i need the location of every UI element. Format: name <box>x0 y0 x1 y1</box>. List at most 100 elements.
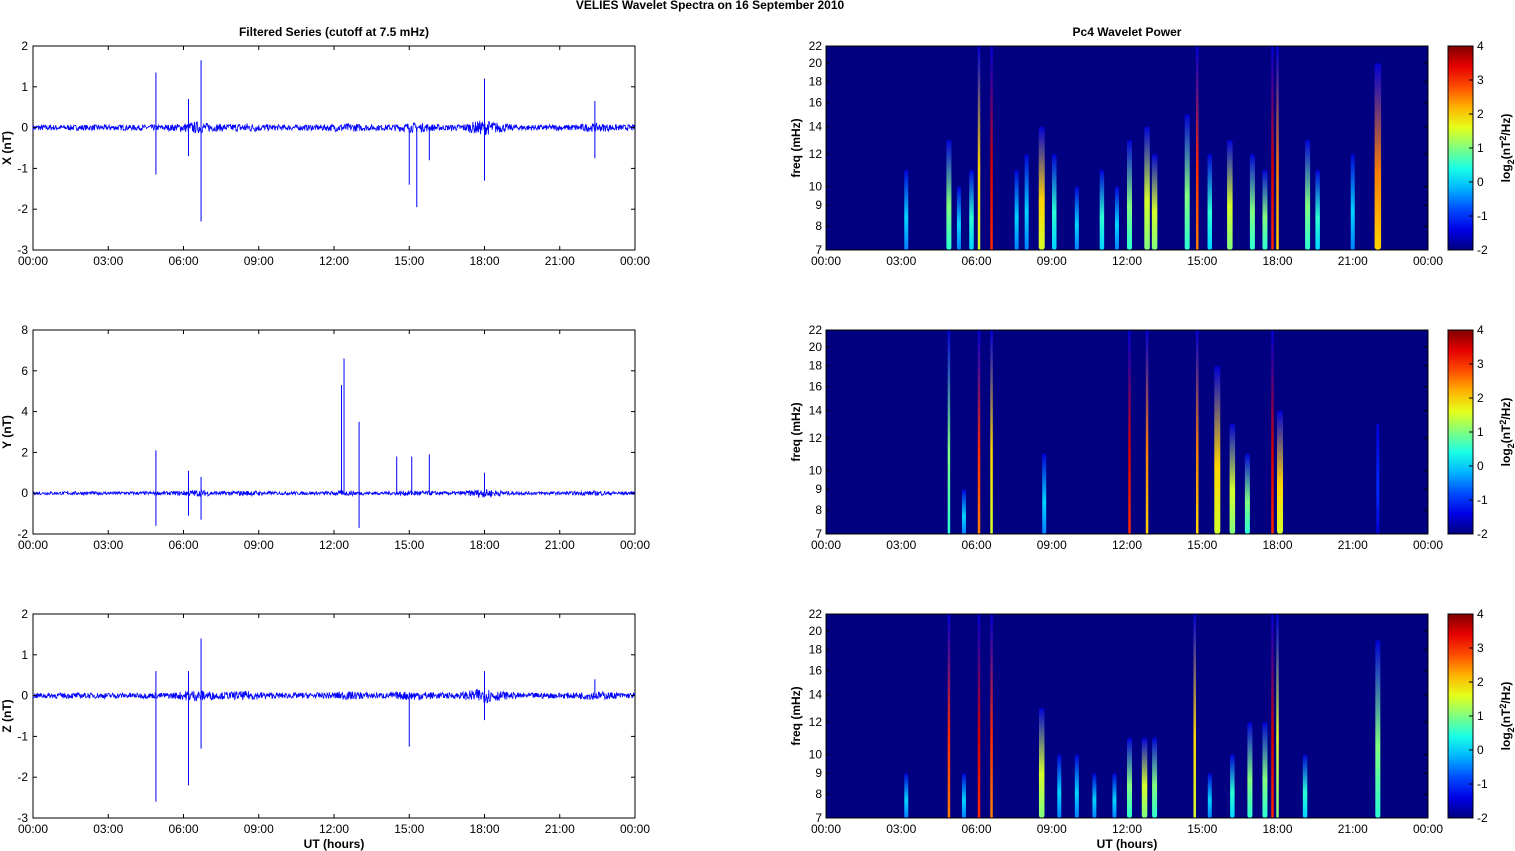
y-tick-label: 8 <box>21 323 28 337</box>
freq-tick-label: 20 <box>809 340 823 354</box>
x-tick-label: 09:00 <box>1037 254 1067 268</box>
y-tick-label: 1 <box>21 648 28 662</box>
wavelet-power-event <box>1195 46 1199 250</box>
x-tick-label: 12:00 <box>1112 254 1142 268</box>
x-tick-label: 00:00 <box>620 254 650 268</box>
colorbar-label-part: 2 <box>1506 727 1515 732</box>
colorbar-label-part: (nT <box>1499 424 1513 443</box>
x-tick-label: 03:00 <box>886 822 916 836</box>
x-axis-label: UT (hours) <box>304 837 365 851</box>
colorbar-label-part: /Hz) <box>1499 398 1513 420</box>
x-tick-label: 00:00 <box>1413 822 1443 836</box>
x-tick-label: 12:00 <box>1112 538 1142 552</box>
wavelet-power-event <box>977 614 981 818</box>
colorbar-label-part: 2 <box>1498 704 1508 709</box>
freq-tick-label: 16 <box>809 380 823 394</box>
wavelet-power-event <box>1229 423 1236 534</box>
y-tick-label: 2 <box>21 39 28 53</box>
plot-frame <box>825 45 1429 251</box>
x-tick-label: 03:00 <box>886 538 916 552</box>
freq-tick-label: 12 <box>809 715 823 729</box>
x-tick-label: 00:00 <box>811 254 841 268</box>
colorbar-tick-label: -1 <box>1477 493 1488 507</box>
wavelet-power-event <box>1057 754 1062 818</box>
wavelet-power-event <box>1128 330 1131 534</box>
wavelet-power-event <box>969 169 974 250</box>
wavelet-power-event <box>1271 46 1274 250</box>
plot-frame <box>825 613 1429 819</box>
wavelet-power-event <box>1249 153 1255 250</box>
wavelet-power-event <box>947 330 951 534</box>
y-tick-label: -3 <box>17 243 28 257</box>
y-axis-label: Z (nT) <box>0 699 14 732</box>
x-tick-label: 12:00 <box>1112 822 1142 836</box>
x-tick-label: 15:00 <box>394 254 424 268</box>
x-tick-label: 09:00 <box>244 254 274 268</box>
wavelet-power-event <box>1014 169 1019 250</box>
wavelet-power-event <box>1184 114 1190 250</box>
series-line <box>32 489 636 499</box>
y-axis-label: freq (mHz) <box>789 118 803 177</box>
series-line <box>32 688 636 704</box>
colorbar-label: log2(nT2/Hz) <box>1498 114 1515 183</box>
y-tick-label: -1 <box>17 729 28 743</box>
freq-tick-label: 16 <box>809 664 823 678</box>
colorbar-label: log2(nT2/Hz) <box>1498 398 1515 467</box>
y-tick-label: 2 <box>21 445 28 459</box>
x-tick-label: 03:00 <box>93 538 123 552</box>
x-tick-label: 06:00 <box>168 538 198 552</box>
x-tick-label: 00:00 <box>620 822 650 836</box>
wavelet-power-event <box>990 46 993 250</box>
wavelet-power-event <box>977 46 981 250</box>
plot-frame <box>825 329 1429 535</box>
x-tick-label: 03:00 <box>93 822 123 836</box>
wavelet-power-event <box>1277 410 1284 534</box>
wavelet-power-event <box>904 169 909 250</box>
wavelet-power-event <box>1127 737 1133 818</box>
freq-tick-label: 10 <box>809 179 823 193</box>
wavelet-power-event <box>1074 754 1079 818</box>
freq-tick-label: 18 <box>809 75 823 89</box>
x-tick-label: 21:00 <box>1338 822 1368 836</box>
x-tick-label: 03:00 <box>93 254 123 268</box>
colorbar-label-part: log <box>1499 448 1513 466</box>
wavelet-power-event <box>961 489 966 534</box>
wavelet-power-event <box>1114 186 1119 250</box>
wavelet-power-event <box>1152 737 1158 818</box>
wavelet-power-event <box>1112 773 1117 818</box>
colorbar-tick-label: 1 <box>1477 425 1484 439</box>
wavelet-power-event <box>1214 365 1221 534</box>
wavelet-power-event <box>1151 153 1158 250</box>
y-tick-label: 0 <box>21 486 28 500</box>
wavelet-power-event <box>1350 153 1355 250</box>
wavelet-power-event <box>1099 169 1105 250</box>
freq-tick-label: 18 <box>809 359 823 373</box>
y-tick-label: 4 <box>21 405 28 419</box>
x-tick-label: 18:00 <box>469 538 499 552</box>
colorbar-tick-label: -1 <box>1477 777 1488 791</box>
x-tick-label: 00:00 <box>811 822 841 836</box>
wavelet-power-event <box>1302 754 1308 818</box>
x-tick-label: 00:00 <box>18 822 48 836</box>
freq-tick-label: 18 <box>809 643 823 657</box>
freq-tick-label: 7 <box>815 527 822 541</box>
colorbar <box>1447 45 1474 251</box>
wavelet-power-event <box>1262 721 1268 818</box>
y-tick-label: 6 <box>21 364 28 378</box>
colorbar-tick-label: 1 <box>1477 141 1484 155</box>
wavelet-power-event <box>1230 754 1235 818</box>
wavelet-panel-z: 7 8 9 10 12 14 16 18 20 22 freq (mHz) <box>789 607 1429 825</box>
colorbar-label-part: log <box>1499 164 1513 182</box>
freq-tick-label: 16 <box>809 96 823 110</box>
freq-tick-label: 20 <box>809 624 823 638</box>
colorbar-tick-label: 2 <box>1477 675 1484 689</box>
wavelet-power-event <box>1038 126 1045 250</box>
freq-tick-label: 8 <box>815 787 822 801</box>
wavelet-power-event <box>1276 46 1279 250</box>
wavelet-power-event <box>1074 186 1079 250</box>
colorbar-tick-label: 3 <box>1477 73 1484 87</box>
freq-tick-label: 9 <box>815 198 822 212</box>
colorbar-tick-label: 4 <box>1477 323 1484 337</box>
